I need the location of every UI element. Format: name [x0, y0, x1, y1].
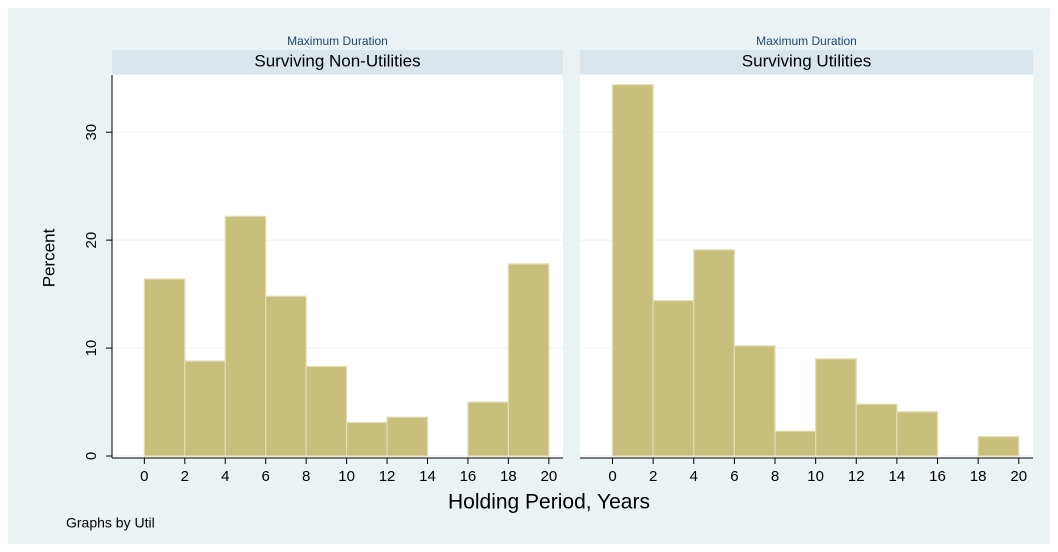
- x-tick-label: 18: [500, 468, 517, 485]
- bar: [977, 435, 1020, 457]
- x-tick-label: 10: [807, 468, 824, 485]
- x-axis-title: Holding Period, Years: [448, 491, 650, 514]
- x-tick-label: 18: [970, 468, 987, 485]
- x-tick-label: 12: [848, 468, 865, 485]
- x-tick-label: 16: [929, 468, 946, 485]
- bar: [507, 263, 550, 457]
- x-tick-label: 20: [540, 468, 557, 485]
- x-tick-label: 12: [379, 468, 396, 485]
- panel-title: Surviving Non-Utilities: [254, 51, 420, 70]
- panel-subtitle: Maximum Duration: [287, 34, 388, 48]
- y-tick-label: 10: [83, 340, 100, 357]
- bar: [774, 430, 817, 457]
- panel-strip: [580, 50, 1033, 74]
- x-tick-label: 4: [690, 468, 698, 485]
- y-axis-title: Percent: [39, 228, 58, 287]
- bar: [386, 416, 429, 457]
- y-tick-label: 20: [83, 232, 100, 249]
- bar: [224, 215, 267, 457]
- x-tick-label: 14: [419, 468, 436, 485]
- bar: [467, 401, 509, 457]
- bar: [184, 360, 226, 457]
- x-tick-label: 0: [140, 468, 148, 485]
- bar: [143, 278, 186, 457]
- y-tick-label: 30: [83, 124, 100, 141]
- bar: [855, 403, 898, 457]
- panel-strip: [112, 50, 563, 74]
- bar: [733, 345, 776, 457]
- bar: [815, 358, 857, 457]
- x-tick-label: 6: [730, 468, 738, 485]
- bar: [265, 295, 307, 457]
- y-tick-label: 0: [83, 452, 100, 460]
- x-tick-label: 0: [608, 468, 616, 485]
- x-tick-label: 8: [302, 468, 310, 485]
- x-tick-label: 16: [460, 468, 477, 485]
- bar: [652, 299, 695, 457]
- panel-subtitle: Maximum Duration: [756, 34, 857, 48]
- x-tick-label: 4: [221, 468, 229, 485]
- panel-title: Surviving Utilities: [742, 51, 871, 70]
- note: Graphs by Util: [66, 515, 155, 531]
- x-tick-label: 14: [889, 468, 906, 485]
- x-tick-label: 2: [649, 468, 657, 485]
- bar: [896, 411, 939, 457]
- x-tick-label: 10: [338, 468, 355, 485]
- x-tick-label: 20: [1010, 468, 1027, 485]
- bar: [346, 421, 388, 457]
- x-tick-label: 6: [262, 468, 270, 485]
- x-tick-label: 2: [181, 468, 189, 485]
- bar: [693, 249, 735, 457]
- x-tick-label: 8: [771, 468, 779, 485]
- bar: [305, 365, 348, 457]
- bar: [611, 84, 654, 457]
